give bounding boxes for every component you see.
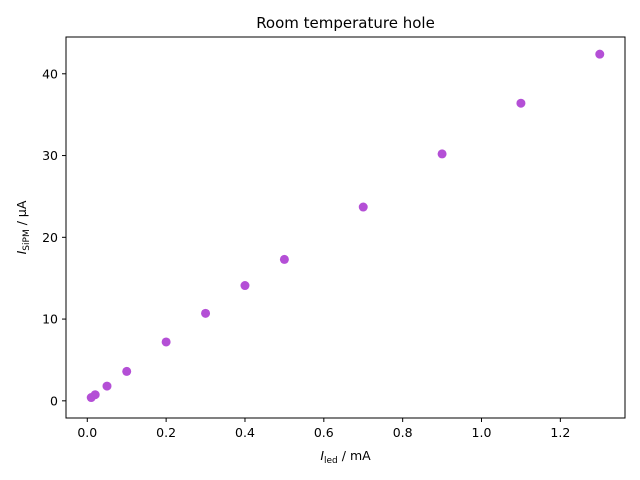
- x-axis-label: Iled / mA: [320, 448, 371, 466]
- data-point: [437, 149, 447, 159]
- ticks: 0.0 0.2 0.4 0.6 0.8 1.0 1.2 0 10 20 30 40: [42, 66, 570, 440]
- data-point: [161, 337, 171, 347]
- data-point: [122, 366, 132, 376]
- x-tick-label: 0.4: [235, 425, 255, 440]
- y-axis-label-subscript: SiPM: [22, 229, 32, 250]
- chart-title: Room temperature hole: [256, 14, 435, 32]
- data-point: [90, 390, 100, 400]
- data-point: [595, 49, 605, 59]
- x-tick-label: 0.0: [77, 425, 97, 440]
- y-tick-label: 40: [42, 66, 58, 81]
- data-point: [516, 98, 526, 108]
- y-tick-label: 0: [50, 393, 58, 408]
- x-tick-label: 1.2: [550, 425, 570, 440]
- y-axis-label-unit: / μA: [14, 200, 29, 229]
- y-axis-label-symbol: I: [14, 250, 29, 254]
- x-tick-label: 1.0: [472, 425, 492, 440]
- y-tick-label: 20: [42, 230, 58, 245]
- data-point: [102, 381, 112, 391]
- data-point: [358, 202, 368, 212]
- x-tick-label: 0.6: [314, 425, 334, 440]
- y-tick-label: 30: [42, 148, 58, 163]
- y-axis-label: ISiPM / μA: [14, 200, 32, 254]
- x-axis-label-subscript: led: [324, 456, 338, 466]
- plot-frame: [65, 36, 626, 419]
- x-tick-label: 0.8: [393, 425, 413, 440]
- data-point: [279, 254, 289, 264]
- data-point: [201, 308, 211, 318]
- x-axis-label-symbol: I: [320, 448, 324, 463]
- x-tick-label: 0.2: [156, 425, 176, 440]
- points: [86, 49, 605, 403]
- y-tick-label: 10: [42, 312, 58, 327]
- x-axis-label-unit: / mA: [338, 448, 371, 463]
- data-point: [240, 281, 250, 291]
